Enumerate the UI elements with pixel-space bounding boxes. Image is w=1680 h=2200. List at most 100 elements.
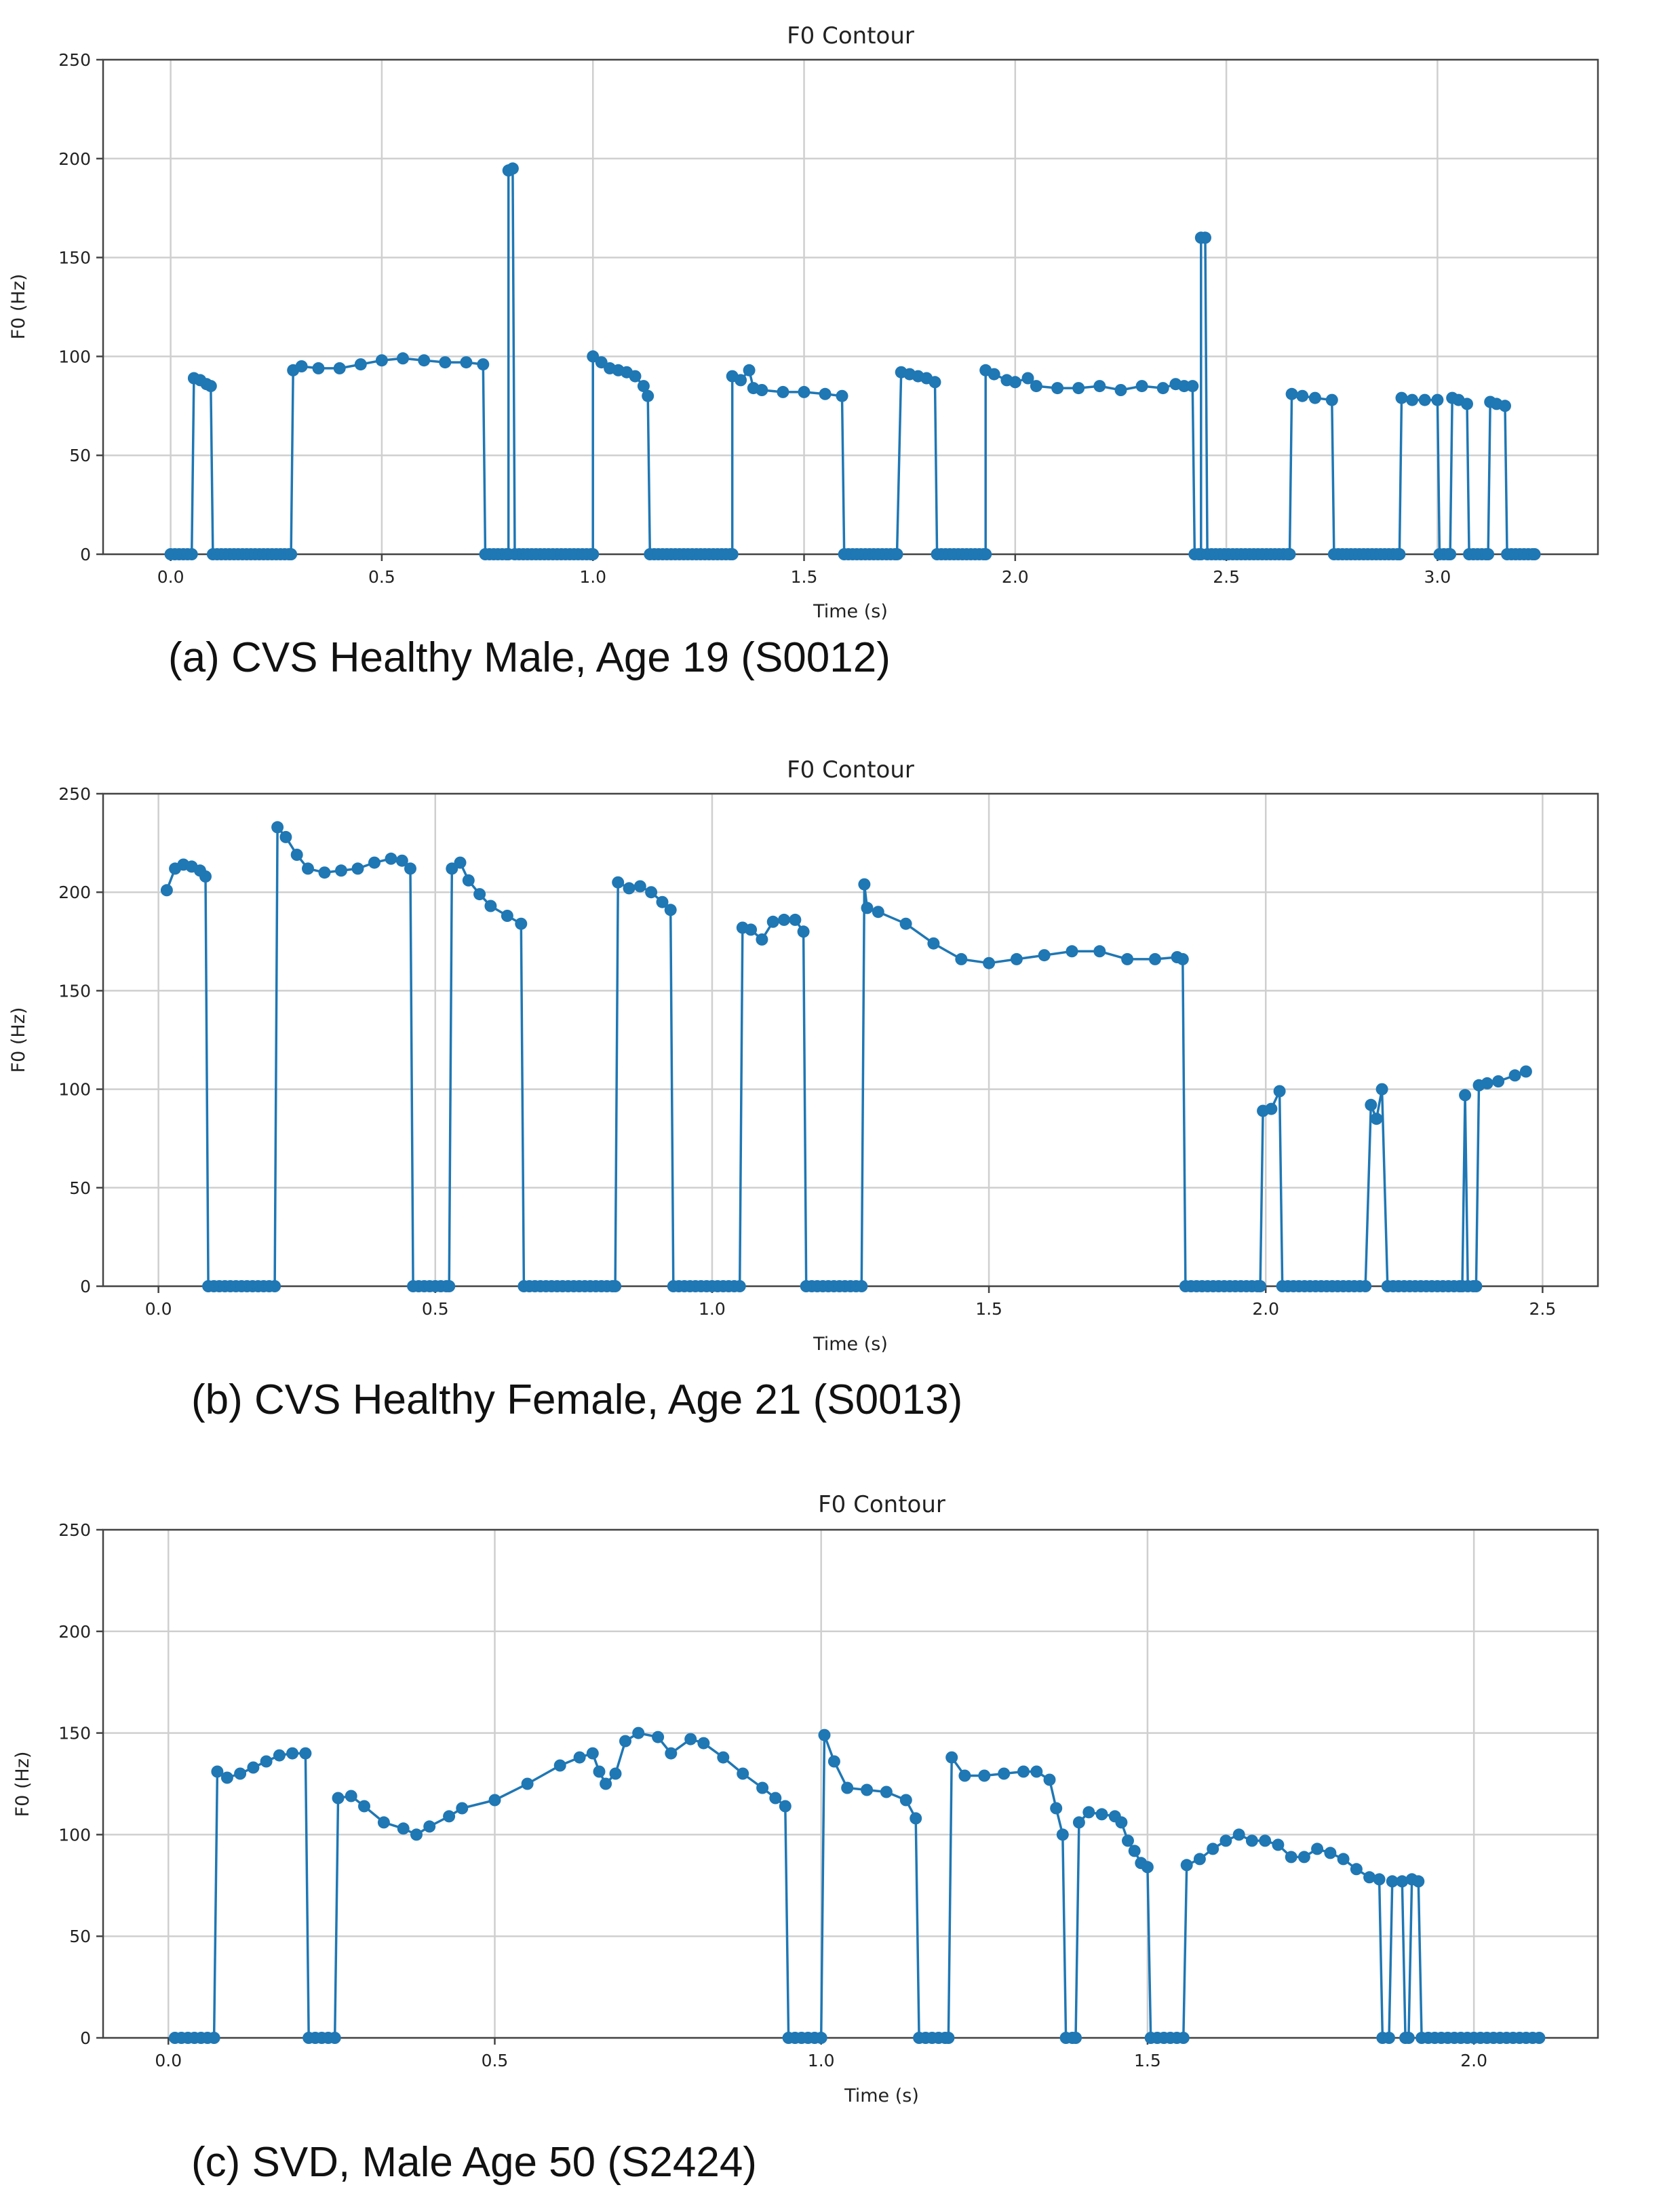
f0-point-a-39 (460, 356, 473, 369)
f0-point-c-20 (332, 1792, 345, 1805)
f0-point-c-94 (1180, 1859, 1193, 1872)
f0-point-b-39 (454, 856, 467, 869)
f0-point-b-111 (1121, 952, 1134, 965)
f0-point-c-80 (1082, 1806, 1095, 1819)
f0-point-c-12 (273, 1749, 286, 1762)
f0-point-c-43 (717, 1751, 730, 1764)
f0-point-b-100 (858, 878, 871, 891)
f0-point-c-38 (632, 1726, 645, 1739)
y-tick-label-b-4: 200 (58, 883, 91, 902)
y-tick-label-a-5: 250 (58, 50, 91, 70)
f0-point-b-151 (1375, 1083, 1388, 1096)
f0-point-b-109 (1066, 945, 1078, 958)
f0-point-b-104 (927, 937, 940, 950)
f0-point-b-131 (1265, 1102, 1278, 1115)
f0-point-c-113 (1396, 1875, 1409, 1888)
f0-point-a-70 (587, 350, 600, 363)
f0-point-c-46 (769, 1792, 782, 1805)
x-tick-label-a-0: 0.0 (157, 567, 184, 587)
f0-point-a-29 (285, 548, 298, 560)
f0-point-c-27 (443, 1810, 456, 1823)
f0-point-a-49 (506, 162, 519, 175)
f0-point-c-8 (220, 1771, 233, 1784)
f0-point-a-35 (375, 354, 388, 367)
y-tick-label-b-3: 150 (58, 981, 91, 1001)
f0-point-c-72 (1030, 1765, 1043, 1778)
f0-point-b-86 (778, 913, 790, 926)
f0-point-c-31 (553, 1759, 566, 1772)
f0-point-b-167 (1459, 1089, 1472, 1102)
f0-point-a-40 (477, 358, 490, 371)
x-tick-label-b-3: 1.5 (975, 1299, 1002, 1319)
f0-point-a-76 (637, 380, 650, 393)
f0-point-c-42 (697, 1737, 710, 1750)
f0-point-b-37 (443, 1280, 456, 1292)
y-tick-label-c-4: 200 (58, 1622, 91, 1642)
f0-point-c-102 (1285, 1851, 1297, 1864)
f0-point-b-18 (269, 1280, 281, 1292)
f0-point-a-105 (798, 385, 810, 398)
f0-point-a-204 (1418, 393, 1431, 406)
f0-point-c-67 (945, 1751, 958, 1764)
y-axis-label-a: F0 (Hz) (8, 274, 29, 340)
f0-point-a-203 (1406, 393, 1419, 406)
f0-point-a-31 (295, 360, 308, 372)
f0-point-c-59 (899, 1794, 912, 1807)
f0-point-a-159 (1199, 231, 1211, 244)
f0-point-c-35 (600, 1777, 612, 1790)
f0-point-c-45 (756, 1781, 769, 1794)
f0-point-c-22 (358, 1800, 370, 1813)
f0-point-b-26 (368, 856, 380, 869)
f0-point-c-6 (208, 2032, 220, 2044)
f0-point-c-117 (1412, 1875, 1425, 1888)
f0-point-c-37 (619, 1735, 631, 1748)
f0-point-a-106 (819, 387, 832, 400)
x-tick-label-a-3: 1.5 (791, 567, 818, 587)
f0-point-a-146 (1051, 382, 1064, 395)
f0-point-b-175 (1519, 1065, 1532, 1078)
plot-frame-a (102, 58, 1599, 556)
f0-point-c-66 (942, 2032, 955, 2044)
y-tick-label-c-2: 100 (58, 1825, 91, 1845)
f0-point-b-43 (501, 910, 513, 922)
f0-point-b-81 (733, 1280, 746, 1292)
f0-point-b-63 (612, 876, 625, 889)
f0-point-b-65 (633, 880, 646, 893)
f0-point-c-99 (1245, 1834, 1258, 1847)
f0-point-b-20 (279, 830, 292, 843)
f0-point-c-28 (456, 1802, 469, 1815)
f0-point-c-70 (998, 1767, 1011, 1780)
f0-point-c-108 (1363, 1871, 1376, 1884)
f0-point-b-87 (789, 913, 802, 926)
f0-point-c-21 (345, 1790, 357, 1802)
f0-point-c-111 (1383, 2032, 1395, 2044)
y-tick-label-c-0: 0 (80, 2028, 91, 2048)
f0-point-b-106 (983, 957, 996, 969)
y-tick-label-c-1: 50 (69, 1927, 91, 1946)
x-tick-label-b-0: 0.0 (145, 1299, 172, 1319)
f0-point-b-107 (1010, 952, 1023, 965)
y-tick-label-c-3: 150 (58, 1724, 91, 1743)
f0-point-c-60 (910, 1812, 922, 1825)
f0-point-b-108 (1038, 949, 1051, 962)
f0-point-c-54 (818, 1729, 831, 1741)
f0-point-c-106 (1337, 1853, 1350, 1866)
f0-point-a-33 (333, 362, 346, 374)
f0-point-a-181 (1285, 387, 1298, 400)
y-tick-label-b-0: 0 (80, 1277, 91, 1296)
f0-point-a-145 (1030, 380, 1042, 393)
f0-point-c-39 (652, 1731, 665, 1743)
f0-point-c-47 (779, 1800, 792, 1813)
f0-point-c-97 (1219, 1834, 1232, 1847)
f0-point-c-104 (1311, 1842, 1324, 1855)
y-tick-label-c-5: 250 (58, 1520, 91, 1540)
f0-point-c-98 (1232, 1828, 1245, 1841)
f0-point-b-172 (1481, 1077, 1493, 1089)
f0-point-a-144 (1021, 372, 1034, 385)
f0-point-b-132 (1273, 1085, 1286, 1098)
f0-point-a-103 (756, 384, 768, 396)
f0-point-b-40 (462, 874, 475, 887)
y-tick-label-b-2: 100 (58, 1080, 91, 1100)
f0-point-a-36 (397, 352, 409, 365)
f0-point-c-75 (1056, 1828, 1069, 1841)
